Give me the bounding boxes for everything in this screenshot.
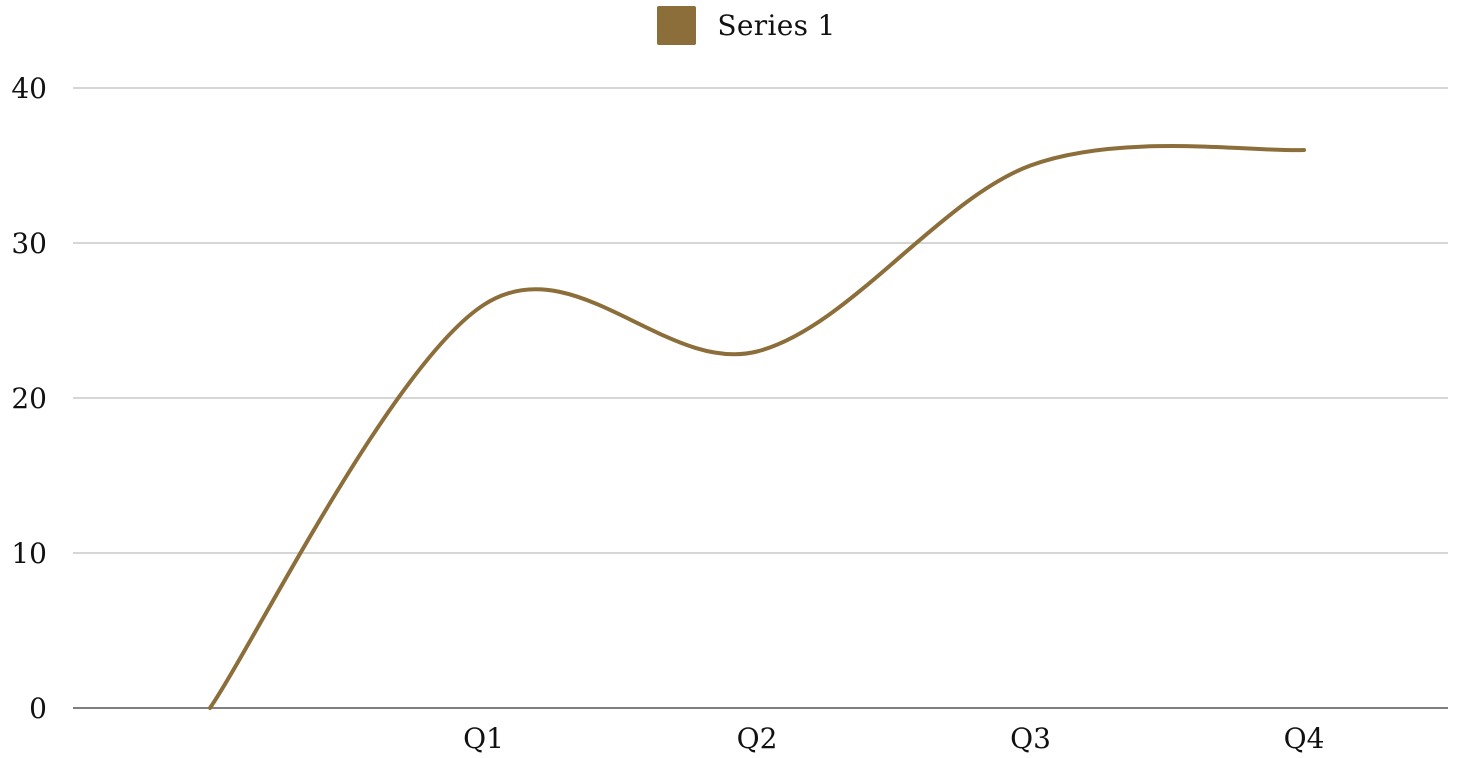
legend-item: Series 1: [657, 6, 835, 45]
x-tick-label: Q1: [463, 722, 504, 755]
x-tick-label: Q2: [737, 722, 778, 755]
legend: Series 1: [0, 6, 1459, 45]
y-tick-label: 40: [11, 72, 47, 105]
x-tick-label: Q4: [1284, 722, 1325, 755]
legend-swatch: [657, 6, 697, 45]
y-axis-ticks: 0 10 20 30 40: [11, 72, 47, 725]
y-tick-label: 30: [11, 227, 47, 260]
series-lines: [208, 144, 1306, 710]
y-tick-label: 20: [11, 382, 47, 415]
legend-label: Series 1: [717, 9, 836, 42]
gridlines: [73, 87, 1448, 554]
series-line: [208, 144, 1306, 710]
x-axis-ticks: Q1 Q2 Q3 Q4: [463, 722, 1324, 755]
y-tick-label: 0: [29, 692, 47, 725]
y-tick-label: 10: [11, 537, 47, 570]
x-tick-label: Q3: [1010, 722, 1051, 755]
